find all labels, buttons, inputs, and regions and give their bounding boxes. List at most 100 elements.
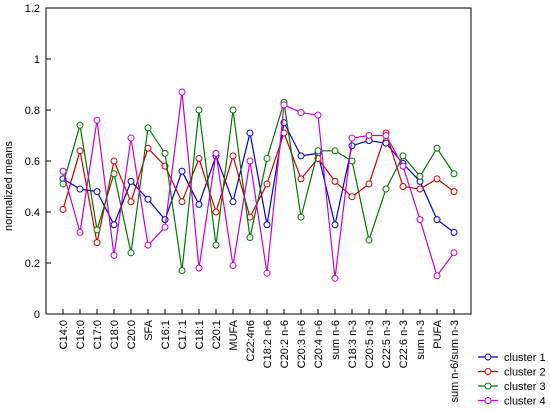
data-point bbox=[348, 193, 356, 201]
x-tick-label: C14:0 bbox=[58, 320, 70, 349]
y-tick-label: 0 bbox=[34, 309, 40, 321]
x-tick-label: C17:1 bbox=[177, 320, 189, 349]
legend-item: cluster 3 bbox=[478, 381, 546, 393]
legend-swatch-marker bbox=[484, 382, 492, 390]
data-point bbox=[76, 228, 84, 236]
x-tick-label: C20:4 n-6 bbox=[313, 320, 325, 368]
y-tick-label: 0.4 bbox=[25, 207, 40, 219]
data-point bbox=[195, 106, 203, 114]
y-tick-label: 1 bbox=[34, 54, 40, 66]
x-tick-label: C22:6 n-3 bbox=[398, 320, 410, 368]
data-point bbox=[144, 195, 152, 203]
data-point bbox=[93, 188, 101, 196]
data-point bbox=[331, 147, 339, 155]
data-point bbox=[450, 249, 458, 257]
legend-swatch-marker bbox=[484, 353, 492, 361]
data-point bbox=[331, 274, 339, 282]
x-tick-label: C18:0 bbox=[109, 320, 121, 349]
y-tick-label: 0.8 bbox=[25, 105, 40, 117]
data-point bbox=[297, 175, 305, 183]
data-point bbox=[161, 223, 169, 231]
data-point bbox=[382, 185, 390, 193]
data-point bbox=[93, 116, 101, 124]
data-point bbox=[365, 132, 373, 139]
data-point bbox=[365, 180, 373, 188]
data-point bbox=[229, 106, 237, 114]
legend: cluster 1 cluster 2 cluster 3 cluster 4 bbox=[478, 352, 546, 408]
data-point bbox=[382, 132, 390, 139]
data-point bbox=[59, 180, 67, 188]
data-point bbox=[246, 234, 254, 241]
data-point bbox=[297, 213, 305, 221]
x-tick-label: SFA bbox=[143, 319, 155, 340]
legend-item: cluster 1 bbox=[478, 352, 546, 364]
data-point bbox=[195, 264, 203, 272]
legend-label: cluster 4 bbox=[504, 396, 546, 408]
data-point bbox=[331, 221, 339, 229]
x-tick-label: sum n-3 bbox=[415, 320, 427, 360]
data-point bbox=[127, 198, 135, 206]
data-point bbox=[263, 221, 271, 229]
data-point bbox=[229, 262, 237, 270]
x-tick-label: C18:1 bbox=[194, 320, 206, 349]
series-3 bbox=[59, 98, 458, 275]
data-point bbox=[195, 200, 203, 208]
data-point bbox=[59, 205, 67, 213]
legend-swatch-marker bbox=[484, 368, 492, 375]
x-tick-label: C17:0 bbox=[92, 320, 104, 349]
data-point bbox=[433, 144, 441, 152]
data-point bbox=[263, 154, 271, 162]
legend-item: cluster 4 bbox=[478, 396, 546, 408]
data-point bbox=[127, 134, 135, 142]
data-point bbox=[212, 149, 220, 157]
data-point bbox=[416, 216, 424, 224]
x-axis: C14:0 C16:0 C17:0 C18:0 C20:0 SFA C16:1 C17:1 C1… bbox=[58, 309, 461, 403]
data-point bbox=[365, 236, 373, 244]
x-tick-label: MUFA bbox=[228, 319, 240, 350]
data-point bbox=[450, 170, 458, 178]
x-tick-label: C22:5 n-3 bbox=[381, 320, 393, 368]
x-tick-label: C22:4n6 bbox=[245, 320, 257, 362]
data-point bbox=[212, 241, 220, 249]
legend-label: cluster 3 bbox=[504, 381, 546, 393]
data-point bbox=[59, 167, 67, 175]
data-point bbox=[314, 147, 322, 155]
legend-label: cluster 2 bbox=[504, 367, 546, 379]
x-tick-label: C16:1 bbox=[160, 320, 172, 349]
x-tick-label: sum n-6/sum n-3 bbox=[449, 320, 461, 403]
data-point bbox=[110, 170, 118, 178]
data-point bbox=[416, 185, 424, 193]
data-point bbox=[399, 183, 407, 190]
data-point bbox=[178, 167, 186, 175]
data-point bbox=[399, 152, 407, 160]
data-point bbox=[161, 216, 169, 224]
data-point bbox=[110, 157, 118, 165]
data-point bbox=[110, 251, 118, 259]
data-point bbox=[331, 177, 339, 185]
legend-label: cluster 1 bbox=[504, 352, 546, 364]
x-tick-label: C20:0 bbox=[126, 320, 138, 349]
x-tick-label: C16:0 bbox=[75, 320, 87, 349]
legend-item: cluster 2 bbox=[478, 367, 546, 379]
data-point bbox=[399, 162, 407, 170]
data-point bbox=[246, 129, 254, 137]
x-tick-label: sum n-6 bbox=[330, 320, 342, 360]
series-2 bbox=[59, 129, 458, 247]
data-point bbox=[76, 147, 84, 155]
data-point bbox=[297, 109, 305, 117]
data-point bbox=[280, 101, 288, 109]
series-group bbox=[59, 88, 458, 282]
series-line bbox=[62, 92, 455, 279]
data-point bbox=[178, 267, 186, 275]
data-point bbox=[127, 249, 135, 257]
data-point bbox=[229, 152, 237, 160]
data-point bbox=[450, 228, 458, 236]
data-point bbox=[93, 226, 101, 234]
data-point bbox=[229, 198, 237, 206]
y-tick-label: 0.2 bbox=[25, 258, 40, 270]
x-tick-label: C20:1 bbox=[211, 320, 223, 349]
data-point bbox=[178, 88, 186, 96]
data-point bbox=[433, 175, 441, 183]
data-point bbox=[93, 239, 101, 247]
